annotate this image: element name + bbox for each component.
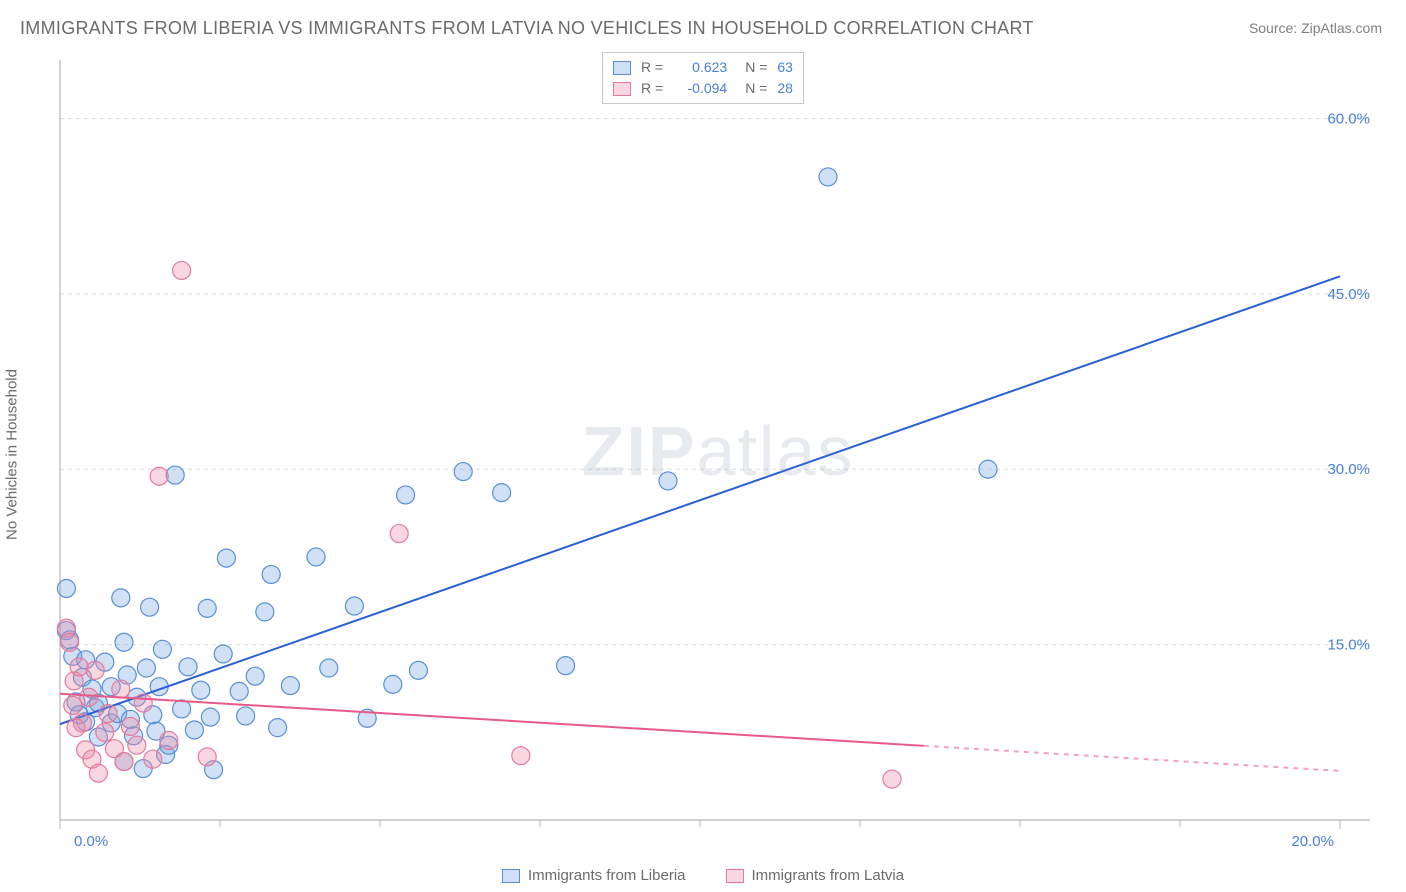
data-point xyxy=(262,565,280,583)
data-point xyxy=(150,467,168,485)
data-point xyxy=(73,714,91,732)
data-point xyxy=(134,694,152,712)
data-point xyxy=(198,748,216,766)
data-point xyxy=(121,717,139,735)
legend-swatch xyxy=(613,61,631,75)
svg-text:15.0%: 15.0% xyxy=(1327,637,1370,654)
data-point xyxy=(237,707,255,725)
legend-series-label: Immigrants from Liberia xyxy=(528,867,686,884)
data-point xyxy=(57,579,75,597)
legend-N-label: N = xyxy=(745,57,767,78)
data-point xyxy=(320,659,338,677)
svg-text:45.0%: 45.0% xyxy=(1327,286,1370,303)
data-point xyxy=(153,640,171,658)
data-point xyxy=(246,667,264,685)
chart-area: ZIPatlas 15.0%30.0%45.0%60.0%0.0%20.0% xyxy=(50,50,1386,852)
data-point xyxy=(160,731,178,749)
legend-series-label: Immigrants from Latvia xyxy=(752,867,905,884)
data-point xyxy=(397,486,415,504)
data-point xyxy=(185,721,203,739)
data-point xyxy=(217,549,235,567)
data-point xyxy=(115,633,133,651)
data-point xyxy=(198,599,216,617)
svg-text:20.0%: 20.0% xyxy=(1291,833,1334,850)
data-point xyxy=(128,736,146,754)
legend-R-value: -0.094 xyxy=(673,78,727,99)
data-point xyxy=(409,661,427,679)
data-point xyxy=(557,657,575,675)
data-point xyxy=(281,677,299,695)
data-point xyxy=(230,682,248,700)
legend-series-item: Immigrants from Latvia xyxy=(726,867,905,884)
legend-correlation-row: R = -0.094 N = 28 xyxy=(613,78,793,99)
source-label: Source: ZipAtlas.com xyxy=(1249,20,1382,36)
legend-correlation-row: R = 0.623 N = 63 xyxy=(613,57,793,78)
legend-swatch xyxy=(613,82,631,96)
data-point xyxy=(173,700,191,718)
legend-N-value: 63 xyxy=(777,57,793,78)
data-point xyxy=(137,659,155,677)
data-point xyxy=(99,705,117,723)
data-point xyxy=(269,719,287,737)
data-point xyxy=(112,589,130,607)
data-point xyxy=(493,484,511,502)
data-point xyxy=(345,597,363,615)
data-point xyxy=(179,658,197,676)
chart-title: IMMIGRANTS FROM LIBERIA VS IMMIGRANTS FR… xyxy=(20,18,1034,39)
legend-correlation: R = 0.623 N = 63 R = -0.094 N = 28 xyxy=(602,52,804,104)
legend-series-item: Immigrants from Liberia xyxy=(502,867,686,884)
legend-series: Immigrants from Liberia Immigrants from L… xyxy=(502,867,904,884)
legend-N-label: N = xyxy=(745,78,767,99)
data-point xyxy=(64,696,82,714)
data-point xyxy=(659,472,677,490)
data-point xyxy=(512,747,530,765)
data-point xyxy=(115,753,133,771)
data-point xyxy=(390,525,408,543)
data-point xyxy=(192,681,210,699)
data-point xyxy=(80,688,98,706)
legend-R-value: 0.623 xyxy=(673,57,727,78)
legend-N-value: 28 xyxy=(777,78,793,99)
y-axis-label: No Vehicles in Household xyxy=(4,369,21,540)
data-point xyxy=(86,661,104,679)
data-point xyxy=(89,764,107,782)
data-point xyxy=(384,675,402,693)
scatter-chart: 15.0% 30.0% 45.0% 60.0% 0.0% 20.0% xyxy=(50,50,1386,852)
legend-R-label: R = xyxy=(641,78,663,99)
data-point xyxy=(61,633,79,651)
data-point xyxy=(173,261,191,279)
data-point xyxy=(166,466,184,484)
trend-line-extrapolated xyxy=(924,746,1340,771)
data-point xyxy=(144,750,162,768)
data-point xyxy=(112,680,130,698)
data-point xyxy=(819,168,837,186)
legend-swatch xyxy=(726,869,744,883)
data-point xyxy=(70,658,88,676)
svg-text:30.0%: 30.0% xyxy=(1327,461,1370,478)
data-point xyxy=(214,645,232,663)
data-point xyxy=(96,723,114,741)
legend-R-label: R = xyxy=(641,57,663,78)
svg-text:0.0%: 0.0% xyxy=(74,833,108,850)
data-point xyxy=(883,770,901,788)
data-point xyxy=(979,460,997,478)
svg-text:60.0%: 60.0% xyxy=(1327,110,1370,127)
trend-line xyxy=(60,276,1340,724)
data-point xyxy=(454,463,472,481)
data-point xyxy=(307,548,325,566)
legend-swatch xyxy=(502,869,520,883)
data-point xyxy=(201,708,219,726)
data-point xyxy=(141,598,159,616)
data-point xyxy=(256,603,274,621)
